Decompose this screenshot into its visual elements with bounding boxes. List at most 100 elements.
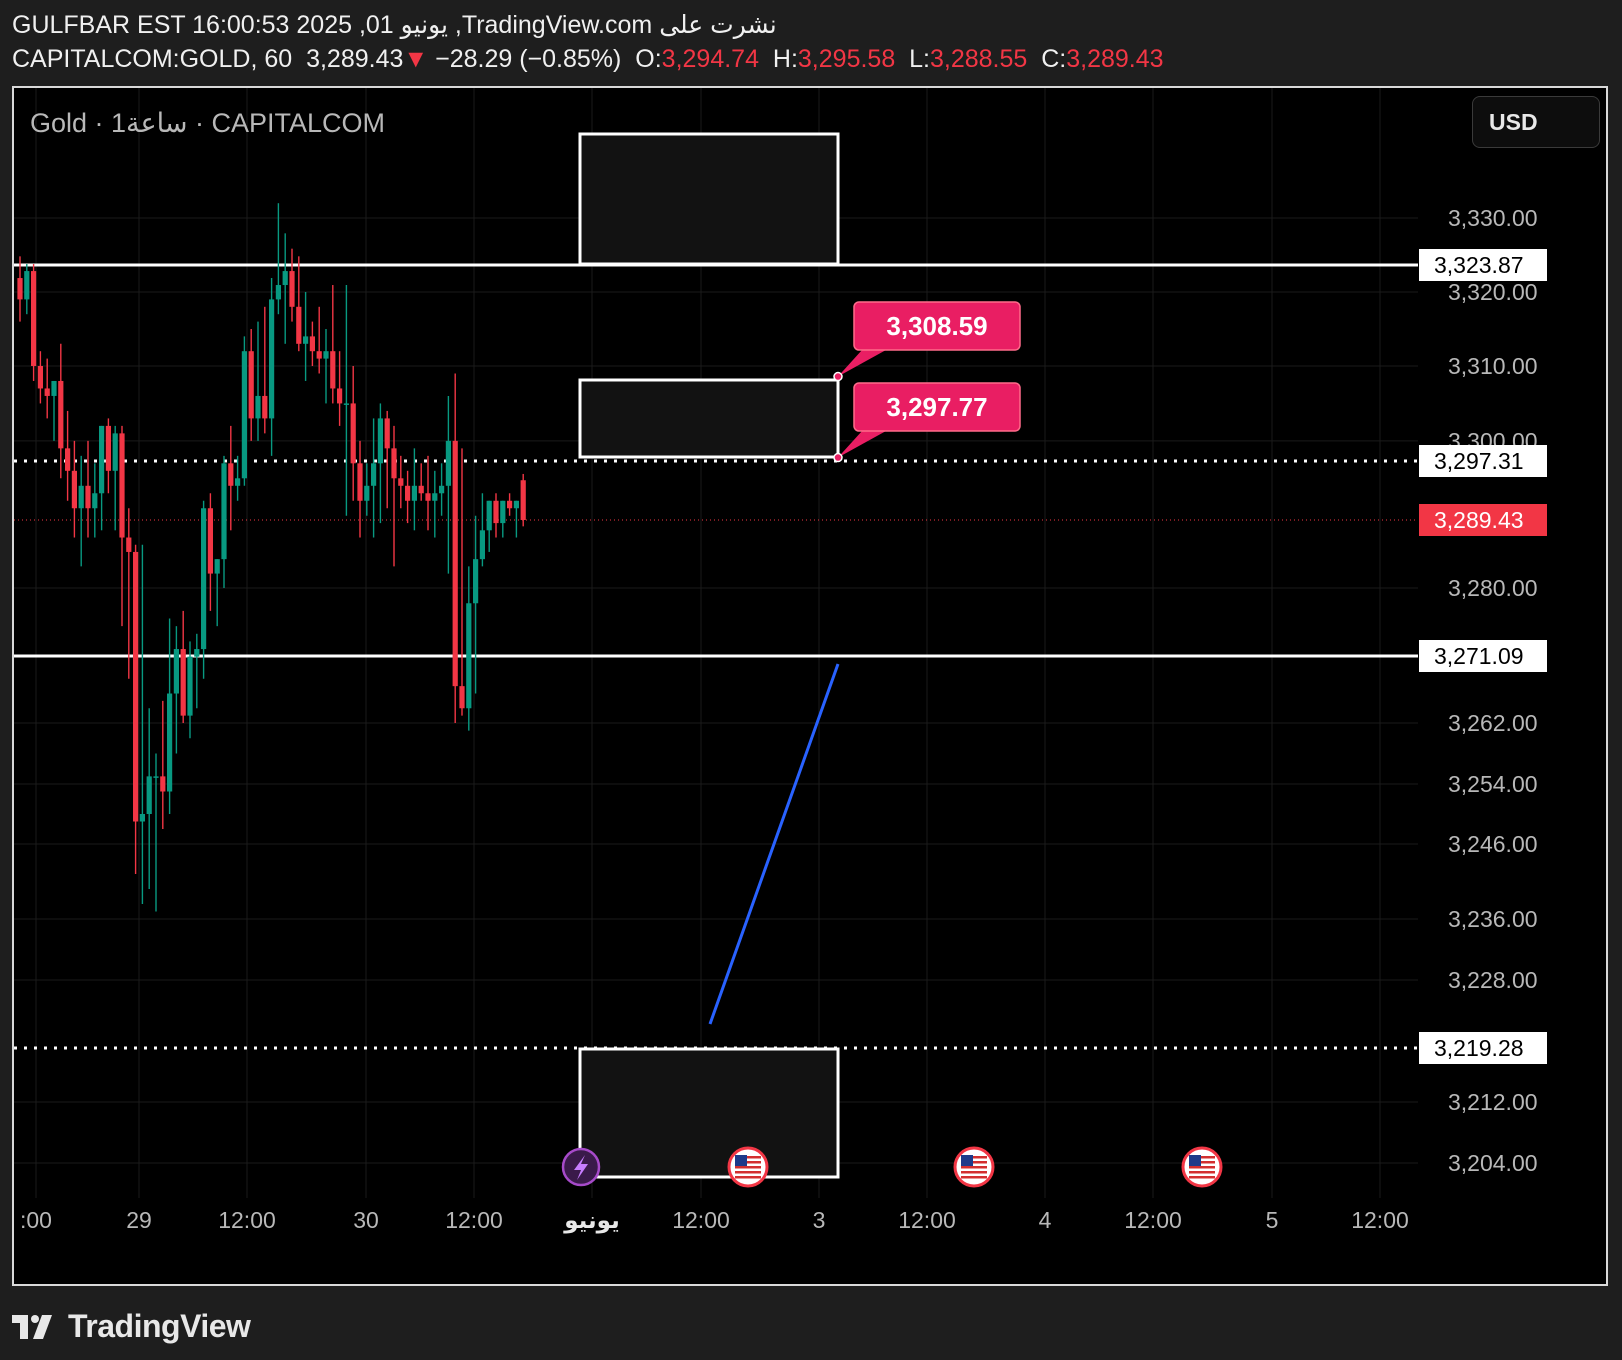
x-axis-tick: 3: [813, 1207, 826, 1233]
callout-pointer: [838, 431, 886, 458]
candle-body: [466, 603, 472, 709]
candle-body: [139, 814, 145, 822]
flag-stripe: [735, 1166, 761, 1169]
callout-anchor: [833, 371, 843, 382]
x-axis-tick: 30: [353, 1207, 379, 1233]
x-axis-tick: 5: [1266, 1207, 1279, 1233]
candle-body: [296, 306, 302, 344]
y-axis-tick: 3,280.00: [1448, 575, 1538, 601]
candle-body: [445, 440, 451, 486]
candle-body: [371, 463, 377, 486]
y-axis-tick: 3,310.00: [1448, 353, 1538, 379]
candle-body: [241, 351, 247, 479]
price-axis-label[interactable]: [1419, 445, 1547, 477]
price-axis-label-text: 3,323.87: [1434, 252, 1524, 278]
chart-legend: Gold · 1ساعة · CAPITALCOM: [30, 108, 386, 138]
candle-body: [513, 500, 519, 509]
price-axis-label-text: 3,219.28: [1434, 1035, 1524, 1061]
flag-canton: [735, 1155, 747, 1166]
y-axis-tick: 3,262.00: [1448, 710, 1538, 736]
currency-button[interactable]: USD: [1472, 96, 1600, 148]
price-axis-label[interactable]: [1419, 640, 1547, 672]
candle-body: [112, 433, 118, 471]
down-arrow-icon: ▼: [403, 45, 429, 73]
trendline[interactable]: [708, 663, 840, 1025]
candle-body: [364, 485, 370, 501]
candle-body: [24, 271, 30, 300]
x-axis-tick: 12:00: [1351, 1207, 1409, 1233]
candle-body: [51, 380, 57, 396]
x-axis-tick: :00: [20, 1207, 52, 1233]
flag-canton: [961, 1155, 973, 1166]
y-axis-tick: 3,228.00: [1448, 967, 1538, 993]
zone-rectangle[interactable]: [578, 132, 840, 266]
flag-stripe: [1189, 1156, 1215, 1159]
y-axis-tick: 3,320.00: [1448, 279, 1538, 305]
candle-body: [153, 776, 159, 778]
flag-stripe: [1189, 1176, 1215, 1179]
chart-frame[interactable]: 3,308.59 3,297.77 3,330.00 3,320.00 3,310.00…: [12, 86, 1608, 1286]
price-change: −28.29 (−0.85%): [435, 45, 622, 73]
open-value: 3,294.74: [661, 45, 759, 73]
candle-body: [269, 299, 275, 419]
x-axis-tick: 12:00: [445, 1207, 503, 1233]
candle-body: [65, 448, 71, 471]
candle-body: [133, 551, 139, 822]
candle-body: [119, 433, 125, 538]
ohlc-header: CAPITALCOM:GOLD, 60 3,289.43▼ −28.29 (−0…: [12, 45, 1164, 74]
candle-body: [160, 776, 166, 792]
candle-body: [173, 649, 179, 694]
flag-stripe: [961, 1156, 987, 1159]
candle-body: [452, 440, 458, 687]
price-axis-label[interactable]: [1419, 249, 1547, 281]
price-axis-label[interactable]: [1419, 504, 1547, 536]
candle-body: [71, 470, 77, 509]
low-label: L:: [909, 45, 930, 73]
flag-stripe: [735, 1156, 761, 1159]
candle-body: [228, 463, 234, 486]
candle-body: [194, 649, 200, 657]
zone-rectangle[interactable]: [578, 1047, 840, 1179]
x-axis-tick: 12:00: [218, 1207, 276, 1233]
flag-stripe: [961, 1161, 987, 1164]
candle-body: [520, 480, 526, 520]
candle-body: [58, 380, 64, 449]
price-chart[interactable]: 3,308.59 3,297.77 3,330.00 3,320.00 3,310.00…: [14, 88, 1608, 1286]
candle-body: [146, 776, 152, 814]
x-axis-tick: 12:00: [898, 1207, 956, 1233]
close-value: 3,289.43: [1066, 45, 1164, 73]
candle-body: [78, 485, 84, 509]
price-callout[interactable]: [853, 301, 1021, 351]
tradingview-logo-icon: [12, 1315, 52, 1339]
price-callout[interactable]: [853, 382, 1021, 432]
candle-body: [405, 485, 411, 501]
candle-body: [126, 537, 132, 552]
zone-rectangle[interactable]: [578, 378, 840, 459]
candle-body: [425, 493, 431, 501]
x-axis-tick: 4: [1039, 1207, 1052, 1233]
candle-body: [207, 508, 213, 574]
tradingview-brand: TradingView: [68, 1307, 251, 1344]
candle-body: [330, 351, 336, 389]
candle-body: [248, 351, 254, 419]
candle-body: [507, 500, 513, 509]
lightning-icon: [574, 1155, 588, 1180]
candle-body: [309, 336, 315, 352]
candle-body: [214, 559, 220, 574]
candle-body: [343, 403, 349, 405]
x-axis-tick: يونيو: [563, 1207, 620, 1234]
candle-body: [255, 395, 261, 419]
price-axis-label[interactable]: [1419, 1032, 1547, 1064]
candle-body: [92, 493, 98, 509]
x-axis-tick: 12:00: [672, 1207, 730, 1233]
price-axis-label-text: 3,271.09: [1434, 643, 1524, 669]
flag-stripe: [735, 1176, 761, 1179]
flag-stripe: [961, 1166, 987, 1169]
flag-stripe: [1189, 1171, 1215, 1174]
candle-body: [350, 403, 356, 464]
candle-body: [432, 493, 438, 501]
candle-body: [221, 463, 227, 560]
high-value: 3,295.58: [797, 45, 896, 73]
tradingview-logo[interactable]: TradingView: [12, 1306, 251, 1346]
price-callout-label: 3,297.77: [886, 392, 987, 422]
